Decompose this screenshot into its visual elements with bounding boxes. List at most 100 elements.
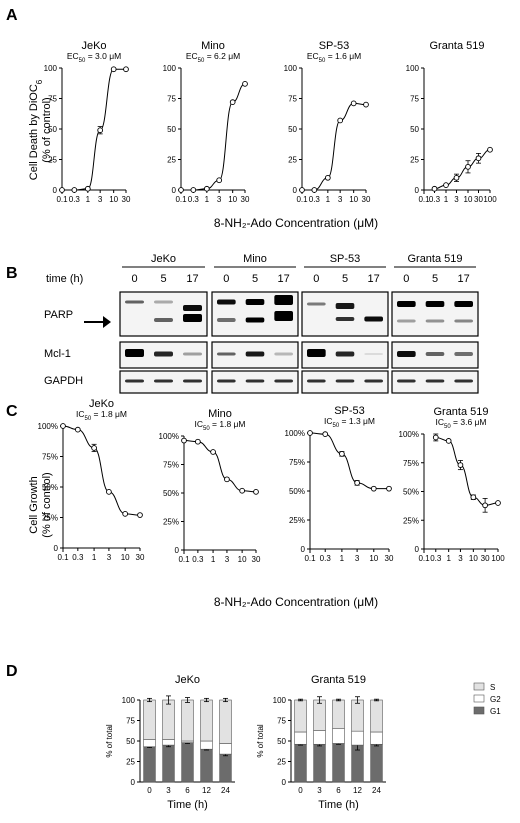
y-tick-label: 0 xyxy=(301,545,306,554)
blot-band xyxy=(364,353,383,355)
data-point xyxy=(59,187,65,193)
blot-band xyxy=(125,349,144,357)
y-tick-label: 100 xyxy=(406,64,420,73)
x-tick-label: 30 xyxy=(474,195,483,204)
panel-c-ylabel: Cell Growth xyxy=(28,476,40,533)
blot-time-label: 0 xyxy=(403,273,409,285)
blot-band xyxy=(307,302,326,306)
data-point xyxy=(123,66,129,73)
bar-segment-g1 xyxy=(370,743,383,783)
x-tick-label: 3 xyxy=(107,553,112,562)
x-tick-label: 30 xyxy=(481,554,490,563)
blot-band xyxy=(425,301,445,307)
data-point xyxy=(482,502,488,509)
y-tick-label: 75 xyxy=(48,95,57,104)
x-tick-label: 1 xyxy=(340,554,345,563)
y-tick-label: 100 xyxy=(273,696,287,705)
bar-segment-g2 xyxy=(313,730,326,745)
potency-prefix: IC xyxy=(435,417,444,427)
x-tick-label: 1 xyxy=(446,554,451,563)
y-tick-label: 75 xyxy=(167,95,176,104)
y-tick-label: 50 xyxy=(126,737,135,746)
legend-swatch-g1 xyxy=(473,706,485,715)
bar-segment-s xyxy=(200,699,213,742)
data-point xyxy=(337,117,344,124)
potency-subscript: 50 xyxy=(198,58,205,64)
y-tick-label: 0 xyxy=(53,186,58,195)
y-tick-label: 50% xyxy=(42,483,58,492)
x-tick-label: 0.1 xyxy=(175,195,187,204)
legend-label-g1: G1 xyxy=(490,707,501,716)
data-point xyxy=(457,462,464,468)
blot-box-parp xyxy=(391,291,479,337)
blot-time-label: 17 xyxy=(186,273,198,285)
data-point xyxy=(470,494,477,501)
y-tick-label: 75 xyxy=(410,95,419,104)
x-tick-label: 3 xyxy=(166,786,171,795)
bar-segment-g2 xyxy=(143,739,156,748)
fit-curve xyxy=(435,436,499,506)
fit-curve xyxy=(61,68,126,191)
potency-subscript: 50 xyxy=(444,424,451,430)
bar-segment-g2 xyxy=(219,743,232,755)
y-tick-label: 25 xyxy=(167,156,176,165)
blot-box-parp xyxy=(301,291,389,337)
fit-curve xyxy=(62,425,141,516)
x-tick-label: 0.3 xyxy=(72,553,84,562)
x-tick-label: 0.1 xyxy=(418,554,430,563)
x-tick-label: 1 xyxy=(444,195,449,204)
x-tick-label: 30 xyxy=(362,195,371,204)
chart-title: Mino xyxy=(208,408,232,420)
blot-band xyxy=(183,314,202,322)
blot-time-label: 5 xyxy=(160,273,166,285)
blot-cell-label: Mino xyxy=(243,253,267,265)
x-tick-label: 3 xyxy=(225,555,230,564)
potency-prefix: EC xyxy=(67,51,79,61)
blot-band xyxy=(154,300,173,304)
data-point xyxy=(91,445,97,451)
potency-subscript: 50 xyxy=(332,423,339,429)
blot-band xyxy=(217,299,236,305)
chart-title: Granta 519 xyxy=(429,40,484,52)
x-tick-label: 0.1 xyxy=(57,553,69,562)
x-tick-label: 0.3 xyxy=(188,195,200,204)
y-tick-label: 25 xyxy=(277,758,286,767)
blot-band xyxy=(425,319,445,323)
bar-segment-g2 xyxy=(200,740,213,750)
y-tick-label: 100 xyxy=(44,64,58,73)
blot-band xyxy=(125,379,144,383)
bar-segment-g2 xyxy=(370,731,383,745)
x-tick-label: 10 xyxy=(109,195,118,204)
blot-band xyxy=(274,295,293,305)
panel-a-xlabel: 8-NH₂-Ado Concentration (μM) xyxy=(214,216,378,230)
bar-segment-g1 xyxy=(200,748,213,783)
blot-band xyxy=(364,316,383,322)
potency-subscript: 50 xyxy=(79,58,86,64)
blot-band xyxy=(307,349,326,357)
y-tick-label: 0 xyxy=(415,186,420,195)
data-point xyxy=(181,437,187,444)
y-tick-label: 100 xyxy=(122,696,136,705)
data-point xyxy=(363,101,369,108)
x-tick-label: 10 xyxy=(121,553,130,562)
blot-band xyxy=(425,352,445,356)
data-point xyxy=(311,187,318,193)
y-tick-label: 25 xyxy=(410,156,419,165)
data-point xyxy=(307,430,313,436)
blot-band xyxy=(335,317,355,321)
bar-segment-g2 xyxy=(351,730,364,746)
data-point xyxy=(74,426,81,433)
blot-band xyxy=(245,299,265,305)
blot-cell-label: Granta 519 xyxy=(407,253,462,265)
y-tick-label: 100% xyxy=(159,432,179,441)
blot-time-label: 0 xyxy=(223,273,229,285)
blot-band xyxy=(335,351,355,357)
y-tick-label: 100% xyxy=(285,429,305,438)
y-tick-label: 100% xyxy=(399,430,419,439)
blot-group-2: SP-53 0 5 17 xyxy=(301,253,389,394)
blot-band xyxy=(425,379,445,383)
data-point xyxy=(106,489,112,495)
